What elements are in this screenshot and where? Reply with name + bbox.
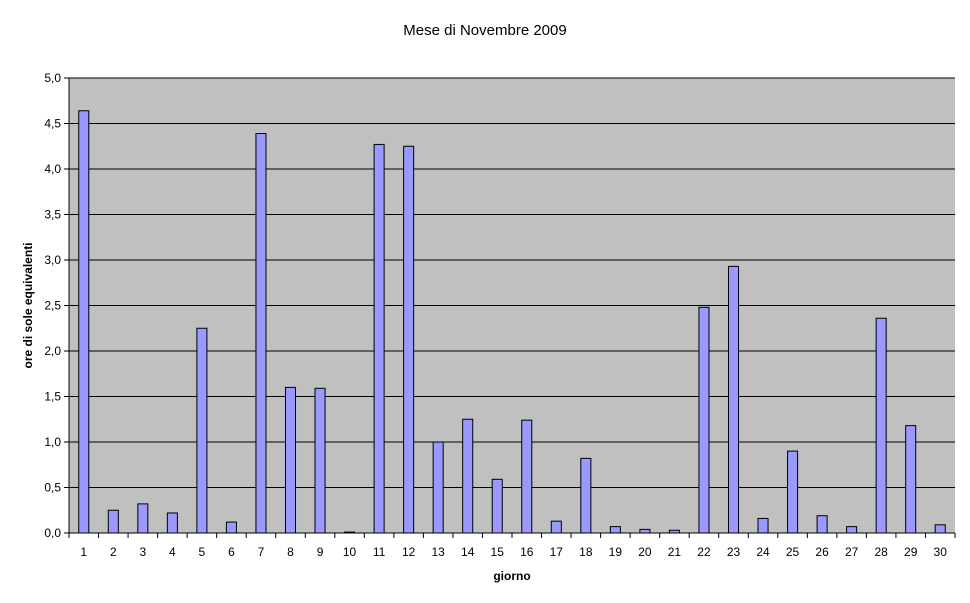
x-tick-label: 6 (228, 545, 235, 559)
bar-day-5 (196, 327, 208, 534)
y-tick-label: 4,0 (44, 162, 61, 176)
x-tick-label: 14 (461, 545, 475, 559)
x-tick-label: 10 (343, 545, 357, 559)
x-tick-labels: 1 2 3 4 5 6 7 8 9 10 11 12 13 14 15 16 17 18 19 20 21 22 23 24 2… (80, 545, 947, 559)
bar-day-2 (107, 509, 119, 534)
x-tick-label: 18 (579, 545, 593, 559)
x-tick-label: 8 (287, 545, 294, 559)
x-tick-label: 21 (668, 545, 682, 559)
bar-day-23 (727, 265, 740, 534)
chart-title: Mese di Novembre 2009 (403, 22, 567, 39)
y-tick-label: 2,0 (44, 344, 61, 358)
x-tick-label: 2 (110, 545, 117, 559)
x-tick-label: 26 (815, 545, 829, 559)
x-tick-label: 13 (431, 545, 445, 559)
bar-day-17 (550, 520, 562, 534)
x-tick-label: 17 (550, 545, 564, 559)
y-tick-label: 3,0 (44, 253, 61, 267)
y-tick-label: 4,5 (44, 117, 61, 131)
y-tick-label: 0,5 (44, 481, 61, 495)
bar-day-24 (757, 517, 769, 534)
bar-day-25 (787, 450, 799, 534)
bar-day-4 (166, 512, 178, 534)
bar-day-13 (432, 441, 444, 534)
bar-day-27 (846, 526, 858, 534)
x-tick-label: 24 (756, 545, 770, 559)
bar-day-8 (284, 386, 297, 534)
bar-day-9 (314, 387, 326, 534)
y-tick-label: 3,5 (44, 208, 61, 222)
x-tick-label: 20 (638, 545, 652, 559)
gridlines (69, 77, 955, 488)
x-tick-label: 28 (874, 545, 888, 559)
bar-day-16 (521, 419, 533, 534)
x-axis-title: giorno (493, 569, 530, 583)
x-tick-label: 19 (609, 545, 623, 559)
bar-day-6 (225, 521, 237, 534)
x-tick-label: 11 (373, 545, 386, 559)
x-tick-label: 25 (786, 545, 800, 559)
x-tick-label: 4 (169, 545, 176, 559)
bar-day-3 (137, 503, 149, 534)
bar-day-22 (698, 306, 710, 534)
x-tick-label: 5 (199, 545, 206, 559)
x-tick-label: 27 (845, 545, 859, 559)
x-tick-label: 15 (491, 545, 505, 559)
x-tick-label: 23 (727, 545, 741, 559)
bar-day-11 (373, 143, 385, 534)
y-tick-label: 0,0 (44, 526, 61, 540)
bar-day-28 (875, 317, 887, 534)
y-tick-label: 1,5 (44, 390, 61, 404)
bar-day-30 (934, 524, 946, 534)
bar-day-18 (580, 457, 592, 534)
bar-day-14 (462, 418, 474, 534)
bar-day-29 (905, 425, 917, 534)
y-tick-label: 5,0 (44, 71, 61, 85)
bar-day-26 (816, 515, 828, 534)
bar-day-12 (403, 145, 415, 534)
x-tick-label: 30 (934, 545, 948, 559)
x-tick-label: 3 (139, 545, 146, 559)
x-tick-label: 9 (317, 545, 324, 559)
x-tick-label: 7 (258, 545, 265, 559)
bar-day-19 (609, 526, 621, 534)
x-tick-label: 22 (697, 545, 711, 559)
x-tick-label: 12 (402, 545, 416, 559)
bar-day-15 (491, 478, 503, 534)
axes (64, 77, 956, 538)
bar-day-1 (78, 110, 90, 534)
y-tick-label: 2,5 (44, 299, 61, 313)
bar-day-7 (255, 133, 267, 534)
bar-day-20 (639, 528, 651, 534)
x-tick-label: 29 (904, 545, 918, 559)
y-tick-label: 1,0 (44, 435, 61, 449)
x-tick-label: 16 (520, 545, 534, 559)
y-tick-labels: 0,0 0,5 1,0 1,5 2,0 2,5 3,0 3,5 4,0 4,5 5,0 (44, 71, 61, 540)
y-axis-title: ore di sole equivalenti (21, 242, 35, 368)
x-tick-label: 1 (80, 545, 87, 559)
